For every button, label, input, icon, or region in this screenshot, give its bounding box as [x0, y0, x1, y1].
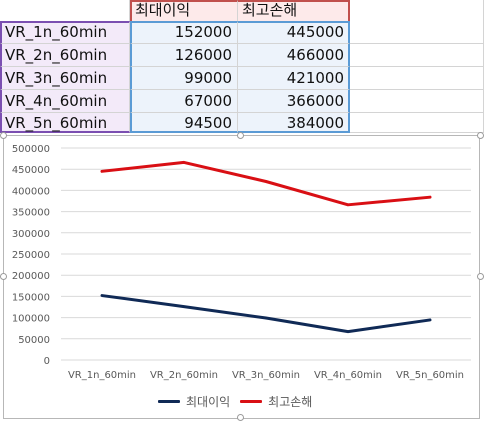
series-line-0	[100, 294, 432, 334]
row-3-loss-value: 421000	[286, 69, 344, 87]
chart-resize-handle-top-left[interactable]	[0, 132, 7, 139]
x-tick-label-2: VR_3n_60min	[232, 370, 300, 381]
x-tick-label-4: VR_5n_60min	[396, 370, 464, 381]
y-tick-label-3: 150000	[12, 292, 50, 303]
y-tick-label-7: 350000	[12, 208, 50, 219]
row-4-label-cell[interactable]	[0, 90, 130, 113]
line-chart-svg[interactable]: 0 50000 100000 150000 200000 250000 300000 3500…	[4, 136, 481, 420]
series-0-point-1	[183, 305, 186, 308]
series-1-point-0	[101, 170, 104, 173]
chart-resize-handle-middle-left[interactable]	[0, 273, 7, 280]
row-2-profit-cell[interactable]	[130, 44, 238, 67]
series-1-point-1	[183, 161, 186, 164]
x-tick-label-0: VR_1n_60min	[68, 370, 136, 381]
empty-right-cell-5[interactable]	[350, 90, 484, 113]
row-3-label: VR_3n_60min	[5, 69, 108, 87]
y-tick-label-4: 200000	[12, 271, 50, 282]
line-chart-container[interactable]: 0 50000 100000 150000 200000 250000 300000 3500…	[3, 135, 480, 419]
legend-max-profit-swatch	[158, 399, 180, 403]
series-0-point-4	[429, 319, 432, 322]
series-1-point-4	[429, 196, 432, 199]
series-line-1	[100, 160, 432, 207]
series-0-point-3	[347, 330, 350, 333]
empty-right-cell-2[interactable]	[350, 21, 484, 44]
empty-right-cell-3[interactable]	[350, 44, 484, 67]
row-4-profit-value: 67000	[184, 92, 232, 110]
row-1-label-cell[interactable]	[0, 21, 130, 44]
row-3-label-cell[interactable]	[0, 67, 130, 90]
empty-right-cell-4[interactable]	[350, 67, 484, 90]
row-4-profit-cell[interactable]	[130, 90, 238, 113]
row-3-profit-value: 99000	[184, 69, 232, 87]
row-4-loss-value: 366000	[286, 92, 344, 110]
empty-right-cell-1[interactable]	[350, 0, 484, 24]
legend-max-loss-swatch	[240, 399, 263, 403]
y-tick-label-0: 0	[44, 356, 50, 367]
chart-legend: 최대이익 최고손해	[158, 392, 312, 410]
row-2-loss-cell[interactable]	[238, 44, 350, 67]
row-5-profit-cell[interactable]	[130, 113, 238, 133]
series-0-point-2	[265, 317, 268, 320]
row-2-loss-value: 466000	[286, 46, 344, 64]
row-3-profit-cell[interactable]	[130, 67, 238, 90]
row-1-profit-cell[interactable]	[130, 21, 238, 44]
row-1-profit-value: 152000	[174, 23, 232, 41]
legend-max-profit-label: 최대이익	[186, 394, 231, 409]
row-2-label: VR_2n_60min	[5, 46, 108, 64]
row-3-loss-cell[interactable]	[238, 67, 350, 90]
y-tick-label-2: 100000	[12, 314, 50, 325]
series-0-point-0	[101, 294, 104, 297]
row-5-label: VR_5n_60min	[5, 114, 108, 132]
y-tick-label-10: 500000	[12, 144, 50, 155]
row-2-label-cell[interactable]	[0, 44, 130, 67]
row-4-label: VR_4n_60min	[5, 92, 108, 110]
header-max-profit-cell[interactable]	[130, 0, 238, 24]
legend-max-loss-label: 최고손해	[268, 394, 313, 409]
chart-resize-handle-bottom-middle[interactable]	[237, 414, 244, 421]
header-max-profit-text: 최대이익	[135, 1, 191, 19]
x-tick-label-3: VR_4n_60min	[314, 370, 382, 381]
chart-resize-handle-top-right[interactable]	[477, 132, 484, 139]
chart-resize-handle-top-middle[interactable]	[237, 132, 244, 139]
row-1-label: VR_1n_60min	[5, 23, 108, 41]
empty-right-cell-6[interactable]	[350, 113, 484, 133]
row-5-label-cell[interactable]	[0, 113, 130, 133]
row-5-loss-value: 384000	[286, 114, 344, 132]
row-1-loss-cell[interactable]	[238, 21, 350, 44]
y-tick-label-9: 450000	[12, 165, 50, 176]
row-2-profit-value: 126000	[174, 46, 232, 64]
series-1-point-3	[347, 203, 350, 206]
y-tick-label-1: 50000	[18, 335, 50, 346]
chart-resize-handle-middle-right[interactable]	[477, 273, 484, 280]
legend-max-profit: 최대이익	[158, 393, 230, 410]
legend-max-loss: 최고손해	[240, 393, 312, 410]
row-5-loss-cell[interactable]	[238, 113, 350, 133]
row-4-loss-cell[interactable]	[238, 90, 350, 113]
row-1-loss-value: 445000	[286, 23, 344, 41]
y-tick-label-8: 400000	[12, 186, 50, 197]
series-1-point-2	[265, 180, 268, 183]
row-5-profit-value: 94500	[184, 114, 232, 132]
header-max-loss-text: 최고손해	[242, 1, 298, 19]
y-tick-label-5: 250000	[12, 250, 50, 261]
x-tick-label-1: VR_2n_60min	[150, 370, 218, 381]
y-tick-label-6: 300000	[12, 229, 50, 240]
